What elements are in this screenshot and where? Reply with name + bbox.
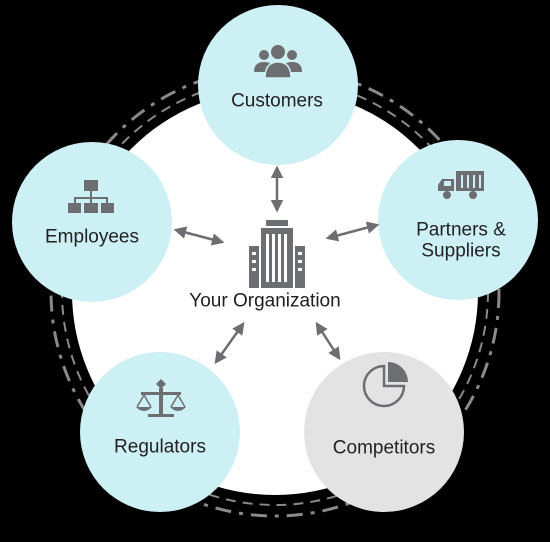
- scales-icon: [136, 379, 186, 417]
- arrow-regulators: [214, 321, 245, 365]
- partners-label-line1: Partners &: [416, 219, 506, 241]
- organization-label: Your Organization: [189, 290, 341, 312]
- employees-node: [12, 142, 172, 302]
- partners-suppliers-label: Partners & Suppliers: [416, 220, 506, 263]
- building-icon: [249, 220, 305, 288]
- arrow-competitors: [315, 321, 341, 361]
- people-group-icon: [254, 45, 302, 79]
- competitors-label: Competitors: [332, 437, 436, 459]
- customers-node: [198, 5, 358, 165]
- delivery-truck-icon: [438, 171, 484, 199]
- competitors-node: [304, 352, 464, 512]
- arrow-partners: [325, 221, 380, 242]
- regulators-node: [80, 352, 240, 512]
- regulators-label: Regulators: [114, 436, 206, 458]
- org-chart-icon: [68, 180, 114, 213]
- customers-label: Customers: [231, 90, 323, 112]
- partners-label-line2: Suppliers: [421, 241, 501, 262]
- arrow-employees: [173, 226, 225, 246]
- pie-chart-icon: [362, 362, 408, 408]
- partners-suppliers-node: [378, 140, 538, 300]
- employees-label: Employees: [45, 226, 139, 248]
